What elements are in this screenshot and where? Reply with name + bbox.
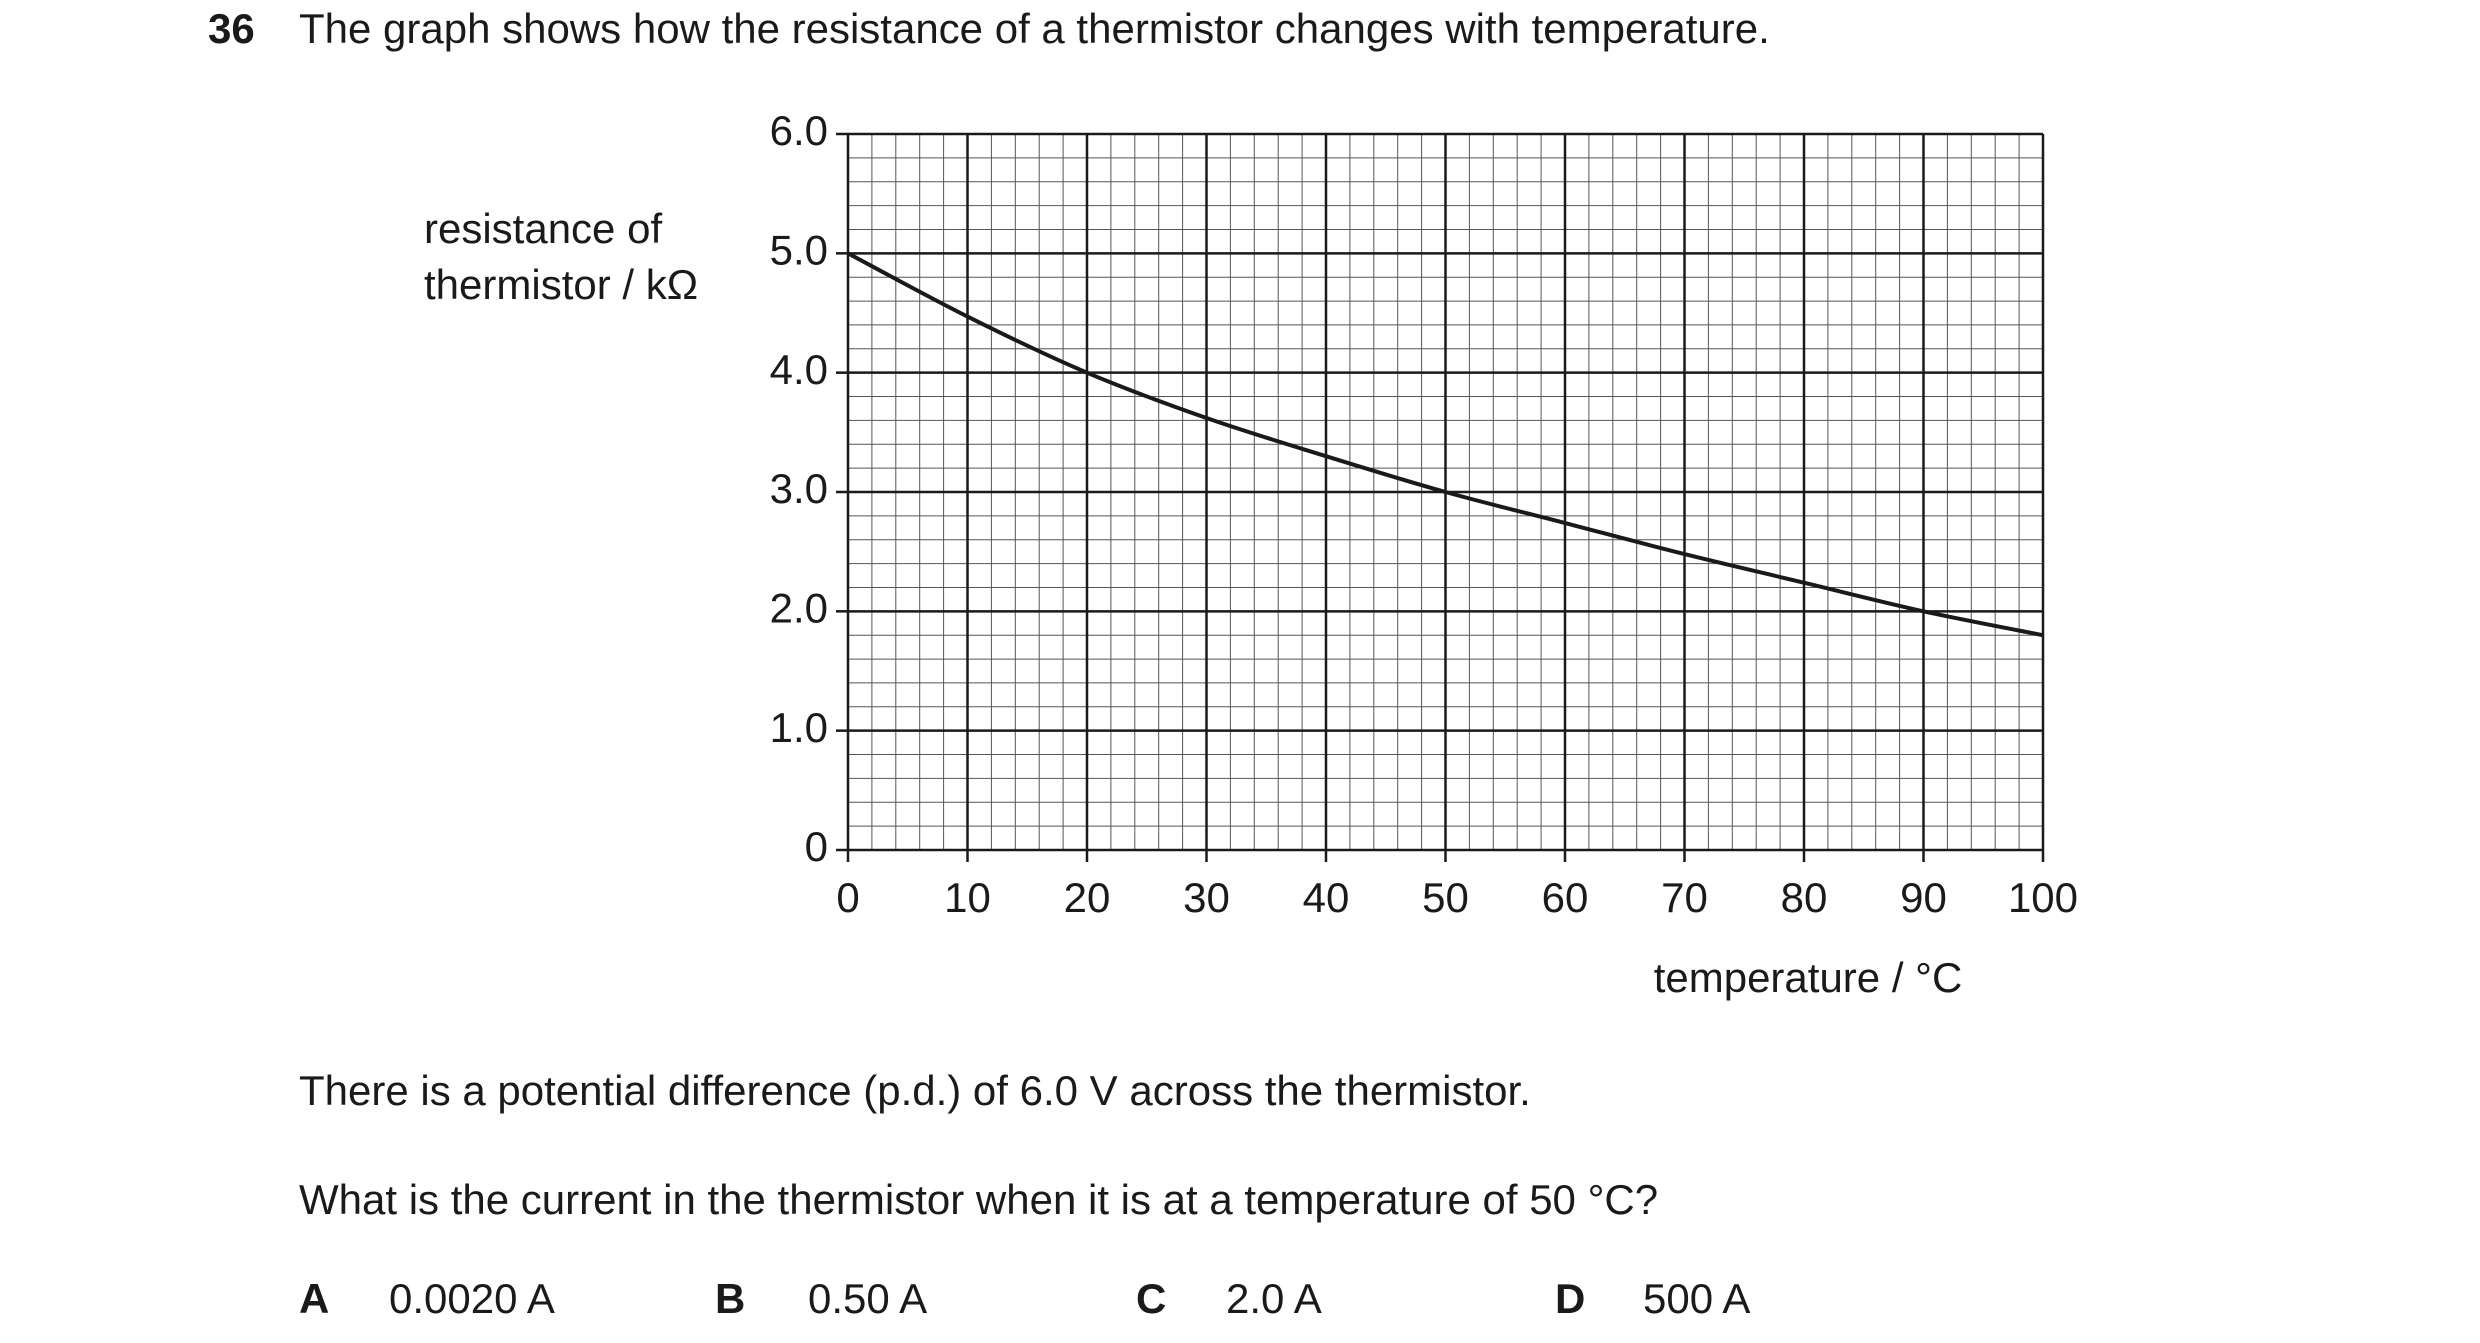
x-tick-label: 90 (1900, 874, 1947, 921)
option-letter: D (1555, 1275, 1585, 1322)
x-tick-label: 100 (2008, 874, 2078, 921)
question-text: The graph shows how the resistance of a … (299, 5, 1770, 52)
x-tick-label: 10 (944, 874, 991, 921)
x-axis-label: temperature / °C (1654, 954, 1963, 1001)
option-text: 500 A (1643, 1275, 1750, 1322)
x-tick-label: 60 (1542, 874, 1589, 921)
y-tick-label: 6.0 (770, 107, 828, 154)
option-letter: A (299, 1275, 329, 1322)
y-tick-label: 2.0 (770, 584, 828, 631)
x-tick-label: 30 (1183, 874, 1230, 921)
option-letter: C (1136, 1275, 1166, 1322)
x-tick-label: 0 (836, 874, 859, 921)
x-tick-label: 50 (1422, 874, 1469, 921)
option-letter: B (715, 1275, 745, 1322)
y-tick-label: 5.0 (770, 226, 828, 273)
curve (847, 251, 2044, 638)
y-tick-label: 4.0 (770, 346, 828, 393)
x-tick-label: 20 (1064, 874, 1111, 921)
question-number: 36 (208, 5, 255, 52)
option-text: 2.0 A (1226, 1275, 1322, 1322)
y-tick-label: 3.0 (770, 465, 828, 512)
paragraph: There is a potential difference (p.d.) o… (299, 1067, 1531, 1114)
y-tick-label: 0 (805, 823, 828, 870)
y-tick-label: 1.0 (770, 704, 828, 751)
x-tick-label: 70 (1661, 874, 1708, 921)
x-tick-label: 40 (1303, 874, 1350, 921)
x-tick-label: 80 (1781, 874, 1828, 921)
option-text: 0.0020 A (389, 1275, 555, 1322)
y-axis-label: resistance of (424, 205, 662, 252)
paragraph: What is the current in the thermistor wh… (299, 1176, 1658, 1223)
y-axis-label: thermistor / kΩ (424, 261, 698, 308)
option-text: 0.50 A (808, 1275, 927, 1322)
